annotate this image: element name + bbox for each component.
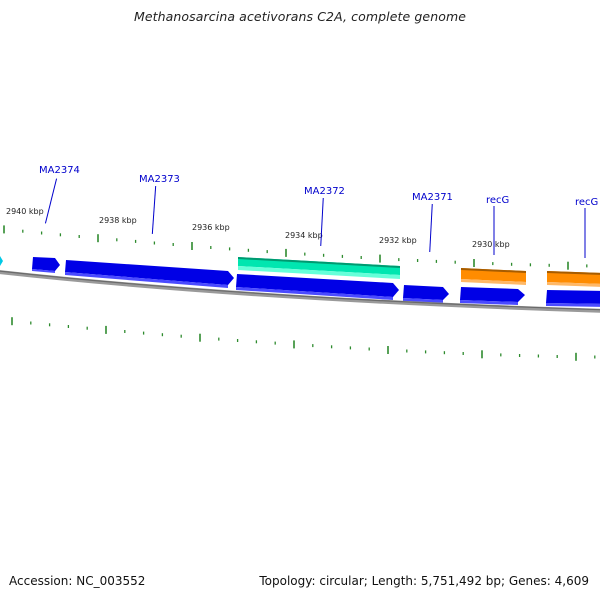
inner-tick-track	[11, 317, 596, 361]
position-label-group: 2940 kbp 2938 kbp 2936 kbp 2934 kbp 2932…	[6, 207, 510, 249]
cds-feature-orange-top	[547, 271, 600, 275]
cds-feature-orange-bottom	[547, 282, 600, 287]
gene-label-line	[44, 178, 58, 224]
gene-label: MA2373	[139, 174, 180, 185]
cds-feature-highlight-bottom	[238, 266, 400, 279]
cds-feature[interactable]	[236, 274, 399, 297]
cds-feature[interactable]	[546, 290, 600, 304]
gene-label-line	[429, 204, 433, 252]
backbone-line-shade	[0, 270, 600, 311]
cds-feature-shadow	[546, 303, 600, 307]
gene-label-line	[151, 186, 157, 234]
cds-feature-highlight[interactable]	[238, 257, 400, 275]
cds-feature-shadow	[460, 300, 518, 305]
position-label: 2930 kbp	[472, 240, 510, 249]
genome-title: Methanosarcina acetivorans C2A, complete…	[133, 9, 467, 24]
gene-label: recG	[575, 197, 598, 208]
cds-feature[interactable]	[65, 260, 234, 285]
genome-stats-label: Topology: circular; Length: 5,751,492 bp…	[259, 574, 589, 588]
gene-label-line	[320, 198, 324, 246]
cds-feature-shadow	[236, 287, 393, 300]
cds-feature[interactable]	[0, 256, 3, 266]
gene-feature-track	[0, 256, 600, 307]
position-label: 2940 kbp	[6, 207, 44, 216]
cds-feature-shadow	[65, 272, 228, 288]
position-label: 2932 kbp	[379, 236, 417, 245]
gene-label-group: MA2374 MA2373 MA2372 MA2371 recG recG	[39, 165, 598, 208]
cds-feature-shadow	[32, 269, 55, 273]
accession-label: Accession: NC_003552	[9, 574, 146, 588]
backbone-line	[0, 270, 600, 313]
gene-label-line-group	[44, 178, 586, 258]
gene-label: MA2374	[39, 165, 80, 176]
cds-feature-highlight-top	[238, 257, 400, 268]
cds-feature-orange-top	[461, 268, 526, 273]
cds-feature-shadow	[403, 298, 443, 303]
cds-feature[interactable]	[460, 287, 525, 302]
cds-feature[interactable]	[32, 257, 60, 271]
outer-tick-track	[3, 225, 588, 270]
cds-feature[interactable]	[403, 285, 449, 300]
gene-label: recG	[486, 195, 509, 206]
cds-feature-orange-bottom	[461, 279, 526, 285]
gene-label: MA2371	[412, 192, 453, 203]
gene-label: MA2372	[304, 186, 345, 197]
position-label: 2938 kbp	[99, 216, 137, 225]
position-label: 2934 kbp	[285, 231, 323, 240]
position-label: 2936 kbp	[192, 223, 230, 232]
genome-backbone	[0, 270, 600, 313]
